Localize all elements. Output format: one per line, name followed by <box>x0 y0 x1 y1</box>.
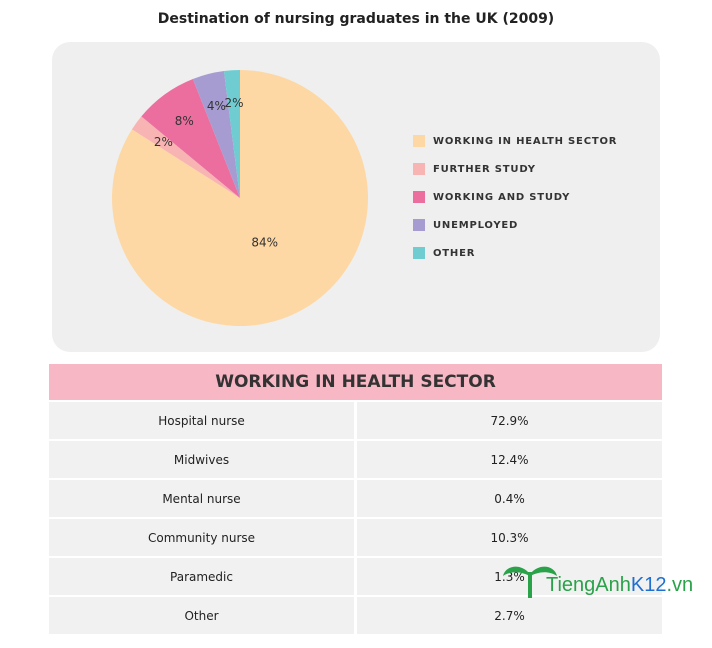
watermark-text: TiengAnh <box>546 574 631 596</box>
table-row: Hospital nurse 72.9% <box>49 402 662 439</box>
table-cell: 2.7% <box>357 597 662 634</box>
table-row: Other 2.7% <box>49 597 662 634</box>
pie-slice <box>141 78 240 198</box>
table-cell: 10.3% <box>357 519 662 556</box>
table-cell: Paramedic <box>49 558 354 595</box>
pie-slice <box>131 116 240 198</box>
chart: Destination of nursing graduates in the … <box>52 11 660 352</box>
legend-swatch <box>413 247 425 259</box>
legend-label: UNEMPLOYED <box>433 220 518 231</box>
legend-swatch <box>413 219 425 231</box>
table-cell: Mental nurse <box>49 480 354 517</box>
table-cell: Midwives <box>49 441 354 478</box>
legend-label: FURTHER STUDY <box>433 164 536 175</box>
table-row: Mental nurse 0.4% <box>49 480 662 517</box>
table: WORKING IN HEALTH SECTOR Hospital nurse 7… <box>49 364 662 634</box>
legend-swatch <box>413 135 425 147</box>
legend-swatch <box>413 191 425 203</box>
table-cell: 72.9% <box>357 402 662 439</box>
table-cell: 12.4% <box>357 441 662 478</box>
table-cell: 1.3% <box>357 558 662 595</box>
data-label: 84% <box>251 235 278 249</box>
data-label: 8% <box>175 114 194 128</box>
table-cell: Other <box>49 597 354 634</box>
watermark: TiengAnhK12.vn <box>546 574 693 597</box>
watermark-text: K12 <box>630 574 667 596</box>
legend-swatch <box>413 163 425 175</box>
table-row: Paramedic 1.3% <box>49 558 662 595</box>
table-cell: 0.4% <box>357 480 662 517</box>
pie-slice <box>192 71 240 198</box>
legend-label: WORKING IN HEALTH SECTOR <box>433 136 617 147</box>
table-row: Midwives 12.4% <box>49 441 662 478</box>
chart-title: Destination of nursing graduates in the … <box>158 11 554 27</box>
legend-label: WORKING AND STUDY <box>433 192 570 203</box>
table-row: Community nurse 10.3% <box>49 519 662 556</box>
table-cell: Hospital nurse <box>49 402 354 439</box>
data-label: 2% <box>225 96 244 110</box>
table-title: WORKING IN HEALTH SECTOR <box>49 364 662 400</box>
data-label: 4% <box>207 99 226 113</box>
watermark-text: .vn <box>666 574 694 596</box>
table-cell: Community nurse <box>49 519 354 556</box>
legend-label: OTHER <box>433 248 475 259</box>
table-body: Hospital nurse 72.9% Midwives 12.4% Mental n… <box>49 402 662 634</box>
pie-slice <box>223 70 240 198</box>
